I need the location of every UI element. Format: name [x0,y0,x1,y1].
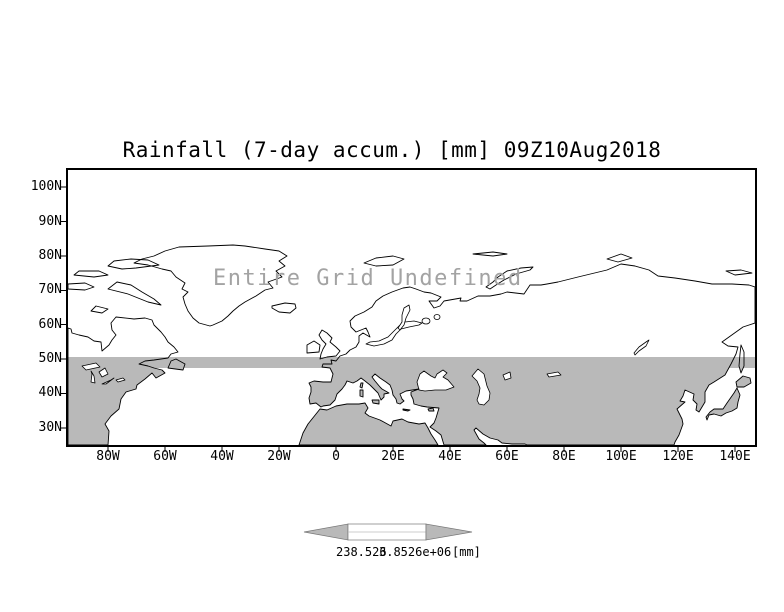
world-map [68,244,755,445]
y-axis-label: 60N [38,317,62,332]
x-axis-label: 20W [267,449,291,464]
y-axis-label: 30N [38,420,62,435]
lake-ladoga [421,317,431,325]
lake-michigan [90,370,96,384]
x-axis-label: 60W [153,449,177,464]
colorbar-unit-label: [mm] [452,545,481,559]
x-axis-label: 40W [210,449,234,464]
x-axis-ticks [68,445,755,452]
lake-superior [81,362,101,371]
x-axis-label: 120E [662,449,694,464]
x-axis-label: 20E [381,449,405,464]
x-axis-label: 40E [438,449,462,464]
lake-baikal [633,339,650,356]
y-axis-ticks [60,170,66,445]
black-sea [416,369,455,392]
map-frame: Entire Grid Undefined [66,168,757,447]
grid-undefined-message: Entire Grid Undefined [213,266,523,291]
colorbar-left-arrow [303,523,349,541]
x-axis-label: 0 [332,449,340,464]
colorbar-max-label: 3.8526e+06 [379,545,452,559]
lake-huron [98,367,109,378]
colorbar-min-label: 238.526 [336,545,387,559]
colorbar [303,523,473,541]
y-axis-label: 100N [30,179,62,194]
plot-title: Rainfall (7-day accum.) [mm] 09Z10Aug201… [122,138,662,162]
lake-balkhash [546,371,562,378]
x-axis-label: 140E [719,449,751,464]
caspian-sea [471,368,491,406]
x-axis-label: 60E [495,449,519,464]
aral-sea [502,371,512,381]
y-axis-label: 50N [38,351,62,366]
x-axis-label: 100E [605,449,637,464]
lake-erie [101,377,115,385]
x-axis-label: 80W [96,449,120,464]
lake-onega [433,314,441,320]
baltic-sea [365,320,423,347]
lake-ontario [115,377,126,383]
gulf-of-bothnia [397,304,411,331]
y-axis-label: 40N [38,385,62,400]
y-axis-label: 90N [38,214,62,229]
lakes [81,304,650,406]
y-axis-label: 70N [38,282,62,297]
y-axis-label: 80N [38,248,62,263]
x-axis-label: 80E [552,449,576,464]
colorbar-right-arrow [425,523,473,541]
